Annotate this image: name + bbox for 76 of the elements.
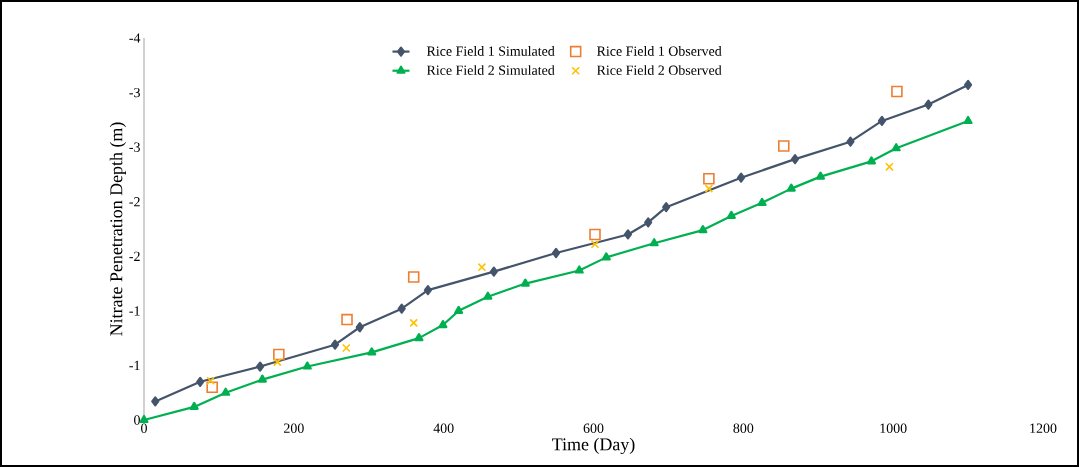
y-tick-label: -3 [129, 87, 140, 98]
point [341, 313, 353, 326]
y-tick-label: -2 [129, 197, 140, 207]
point [778, 140, 790, 152]
point [438, 319, 448, 329]
point [397, 303, 406, 314]
point [885, 162, 894, 172]
point [703, 173, 715, 185]
point [815, 171, 826, 180]
point [454, 305, 464, 314]
x-tick-label: 400 [433, 423, 454, 433]
point [662, 202, 671, 213]
point [551, 247, 561, 259]
point [206, 381, 218, 394]
point [790, 154, 800, 165]
x-tick-label: 0 [141, 423, 147, 433]
x-tick-label: 1200 [1030, 423, 1057, 433]
point [623, 229, 633, 240]
y-tick-label: 0 [134, 415, 140, 425]
point [206, 376, 215, 386]
x-tick-label: 200 [283, 423, 304, 433]
point [355, 322, 364, 333]
point [891, 143, 901, 152]
point [520, 278, 530, 287]
point [601, 252, 611, 261]
point [649, 238, 659, 247]
point [644, 217, 653, 228]
y-tick-label: -3 [129, 142, 140, 152]
x-axis-title: Time (Day) [552, 437, 635, 455]
point [574, 265, 584, 274]
legend-label: Rice Field 2 Observed [597, 65, 722, 75]
point [489, 266, 498, 277]
point [151, 396, 160, 407]
point [846, 136, 855, 147]
point [256, 361, 265, 372]
point [877, 115, 887, 127]
y-tick-label: -1 [129, 360, 140, 371]
point [423, 285, 433, 296]
point [757, 197, 767, 206]
point [726, 210, 736, 219]
legend-label: Rice Field 1 Simulated [426, 45, 555, 56]
point [964, 79, 973, 91]
legend-label: Rice Field 2 Simulated [426, 65, 555, 75]
point [786, 183, 796, 192]
y-tick-label: -1 [129, 306, 140, 316]
y-tick-label: -4 [129, 33, 141, 43]
y-tick-label: -2 [129, 251, 140, 261]
point [589, 228, 601, 241]
point [367, 347, 377, 356]
x-tick-label: 800 [733, 423, 754, 433]
point [341, 343, 351, 353]
point [189, 401, 199, 410]
point [704, 184, 714, 193]
point [414, 333, 424, 342]
point [698, 225, 708, 234]
point [483, 291, 493, 300]
point [273, 348, 285, 361]
x-tick-label: 600 [583, 423, 604, 433]
point [330, 339, 340, 350]
point [409, 318, 419, 328]
point [407, 271, 420, 283]
point [963, 115, 973, 125]
point [477, 262, 487, 272]
legend-label: Rice Field 1 Observed [597, 45, 722, 56]
point [257, 374, 267, 383]
point [221, 387, 231, 396]
y-axis-title: Nitrate Penetration Depth (m) [109, 122, 126, 336]
point [924, 99, 933, 110]
point [302, 361, 312, 370]
point [891, 85, 903, 98]
point [737, 172, 746, 183]
point [866, 156, 876, 165]
x-tick-label: 1000 [880, 423, 907, 433]
point [196, 376, 205, 387]
point [273, 357, 282, 367]
point [590, 239, 600, 249]
